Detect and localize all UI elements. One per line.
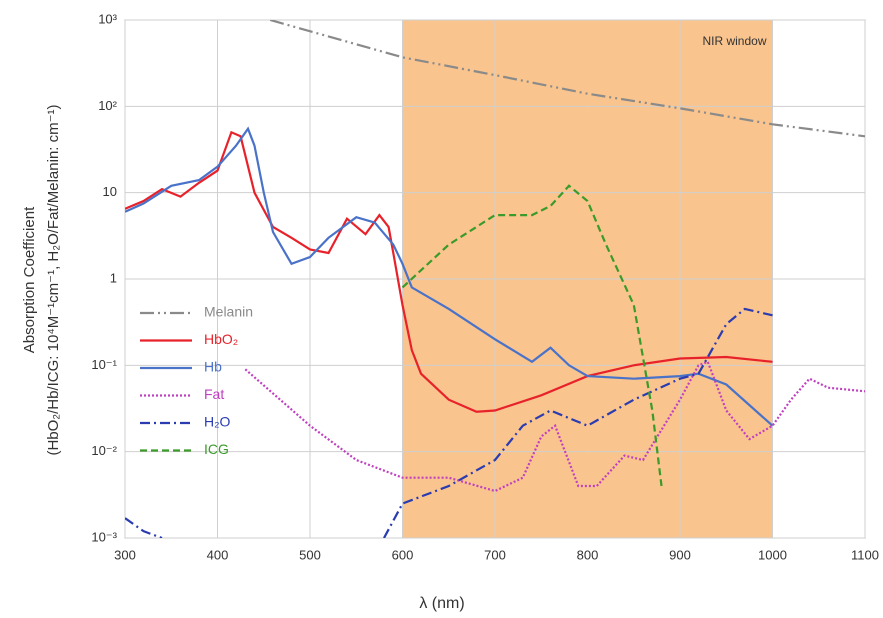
- annotation: NIR window: [702, 34, 766, 48]
- x-tick-label: 800: [577, 547, 599, 562]
- legend-label: Hb: [204, 359, 222, 375]
- series-line: [125, 126, 774, 427]
- x-tick-label: 400: [207, 547, 229, 562]
- legend-label: Fat: [204, 386, 224, 402]
- y-tick-label: 10⁻²: [91, 443, 117, 458]
- x-tick-label: 900: [669, 547, 691, 562]
- x-tick-label: 700: [484, 547, 506, 562]
- series-line: [125, 130, 773, 413]
- y-axis-title: Absorption Coefficient: [21, 206, 38, 353]
- y-tick-label: 10³: [98, 11, 117, 26]
- x-tick-label: 300: [114, 547, 136, 562]
- series-line: [401, 184, 663, 487]
- plot-lines: [125, 20, 865, 538]
- series-line: [244, 360, 865, 493]
- y-tick-label: 10: [103, 184, 117, 199]
- x-tick-label: 600: [392, 547, 414, 562]
- legend-label: Melanin: [204, 304, 253, 320]
- legend-label: H₂O: [204, 414, 231, 430]
- series-line: [269, 20, 865, 138]
- x-tick-label: 500: [299, 547, 321, 562]
- legend-label: ICG: [204, 441, 229, 457]
- x-tick-label: 1000: [758, 547, 787, 562]
- series-line: [125, 307, 773, 538]
- y-tick-label: 10⁻¹: [91, 357, 117, 372]
- legend-label: HbO₂: [204, 331, 238, 347]
- y-axis-title: (HbO₂/Hb/ICG: 10⁴M⁻¹cm⁻¹, H₂O/Fat/Melani…: [45, 104, 62, 455]
- y-tick-label: 10²: [98, 98, 117, 113]
- y-tick-label: 1: [110, 270, 117, 285]
- x-axis-title: λ (nm): [419, 595, 464, 612]
- x-tick-label: 1100: [851, 547, 879, 562]
- y-tick-label: 10⁻³: [91, 529, 117, 544]
